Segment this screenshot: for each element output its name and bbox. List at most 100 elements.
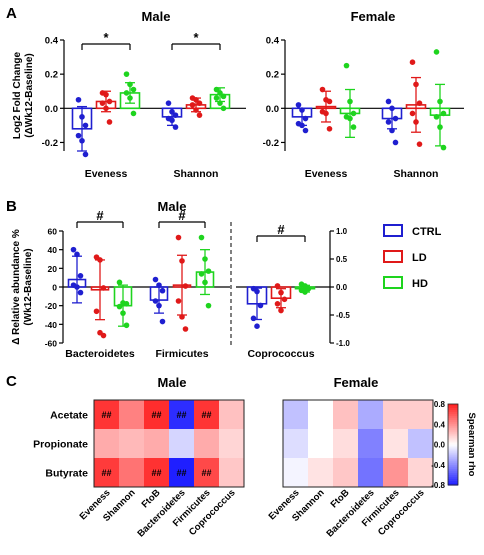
data-point [74, 251, 80, 258]
panel-letter-c: C [6, 373, 17, 390]
data-point [217, 100, 223, 106]
data-point [278, 307, 284, 314]
y-tick-label: -40 [45, 320, 58, 330]
legend-swatch [383, 276, 403, 289]
data-point [130, 110, 137, 117]
heatmap-border [93, 399, 245, 488]
y-tick-label: 1.0 [336, 227, 348, 236]
heatmap-cell [119, 458, 144, 487]
data-point [213, 95, 220, 101]
data-point [347, 115, 353, 122]
heatmap-cell [169, 458, 194, 487]
data-point [319, 86, 326, 93]
panel-letter-a: A [6, 5, 17, 22]
chart-b-coprococcus: -1.0 -0.5 0.0 0.5 1.0 Coprococcus # [236, 222, 350, 360]
heatmap-cell [144, 400, 169, 429]
data-point [350, 124, 357, 130]
data-point [172, 112, 179, 118]
data-point [123, 322, 130, 329]
panel-b-male-title: Male [158, 199, 187, 214]
data-point [179, 314, 185, 320]
data-point [213, 86, 220, 93]
colorbar-segment [448, 406, 458, 409]
colorbar-segment [448, 428, 458, 431]
colorbar-segment [448, 426, 458, 429]
y-tick-label: 0.4 [45, 36, 59, 47]
colorbar-segment [448, 470, 458, 474]
significance-mark: ## [201, 410, 211, 420]
legend-label: CTRL [412, 226, 442, 238]
data-point [156, 282, 162, 288]
data-point [100, 332, 107, 339]
data-point [302, 289, 308, 295]
heatmap-cell [283, 429, 308, 458]
heatmap-cell [358, 400, 383, 429]
data-point [159, 287, 166, 294]
data-point [389, 105, 395, 112]
panel-c-female-title: Female [334, 375, 379, 390]
significance-mark: ## [151, 410, 161, 420]
heatmap-row-label: Acetate [50, 410, 88, 422]
data-point [123, 90, 130, 96]
y-tick-label: 0.0 [336, 283, 348, 292]
data-point [70, 246, 77, 253]
y-axis-label: Log2 Fold Change [12, 51, 23, 139]
y-axis-label: (Wk12-Baseline) [23, 248, 34, 325]
colorbar-segment [448, 476, 458, 480]
legend-label: LD [412, 252, 427, 264]
data-point [416, 100, 423, 106]
colorbar-segment [448, 424, 458, 427]
data-point [196, 112, 203, 118]
colorbar-segment [448, 462, 458, 466]
colorbar-segment [448, 416, 458, 419]
data-point [278, 289, 284, 296]
data-point [433, 49, 440, 55]
colorbar-segment [448, 472, 458, 476]
significance-label: * [103, 30, 109, 45]
data-point [274, 301, 281, 307]
data-point [156, 302, 162, 309]
heatmap-cell [94, 400, 119, 429]
data-point [152, 298, 159, 304]
data-point [75, 132, 82, 139]
y-tick-label: -1.0 [336, 339, 350, 348]
data-point [103, 91, 109, 98]
heatmap-cell [219, 458, 244, 487]
panel-letter-b: B [6, 198, 17, 215]
data-point [205, 268, 212, 274]
heatmap-cell [408, 458, 433, 487]
data-point [99, 100, 106, 106]
colorbar-tick-label: -0.4 [431, 461, 445, 470]
panel-a-male-title: Male [142, 9, 171, 24]
y-tick-label: -0.5 [336, 311, 350, 320]
data-point [281, 296, 288, 303]
data-point [198, 234, 205, 241]
significance-mark: ## [176, 410, 186, 420]
data-point [413, 81, 419, 88]
data-point [299, 107, 305, 113]
heatmap-cell [358, 458, 383, 487]
colorbar-segment [448, 440, 458, 444]
data-point [130, 86, 137, 93]
legend-swatch [383, 250, 403, 263]
colorbar-segment [448, 442, 458, 446]
heatmap-cell [144, 429, 169, 458]
chart-a-female: -0.2 0.0 0.2 0.4 Eveness Shannon [263, 36, 464, 180]
y-tick-label: -0.2 [263, 138, 279, 149]
heatmap-cell [144, 458, 169, 487]
data-point [433, 114, 440, 120]
legend: CTRL LD HD [383, 224, 442, 290]
data-point [385, 119, 392, 125]
colorbar-segment [448, 404, 458, 407]
data-point [440, 144, 447, 151]
heatmap-row-label: Butyrate [45, 468, 88, 480]
colorbar-segment [448, 474, 458, 478]
data-point [198, 271, 205, 277]
heatmap-cell [408, 400, 433, 429]
data-point [299, 122, 305, 129]
colorbar-segment [448, 458, 458, 462]
colorbar-segment [448, 438, 458, 442]
colorbar-segment [448, 410, 458, 413]
